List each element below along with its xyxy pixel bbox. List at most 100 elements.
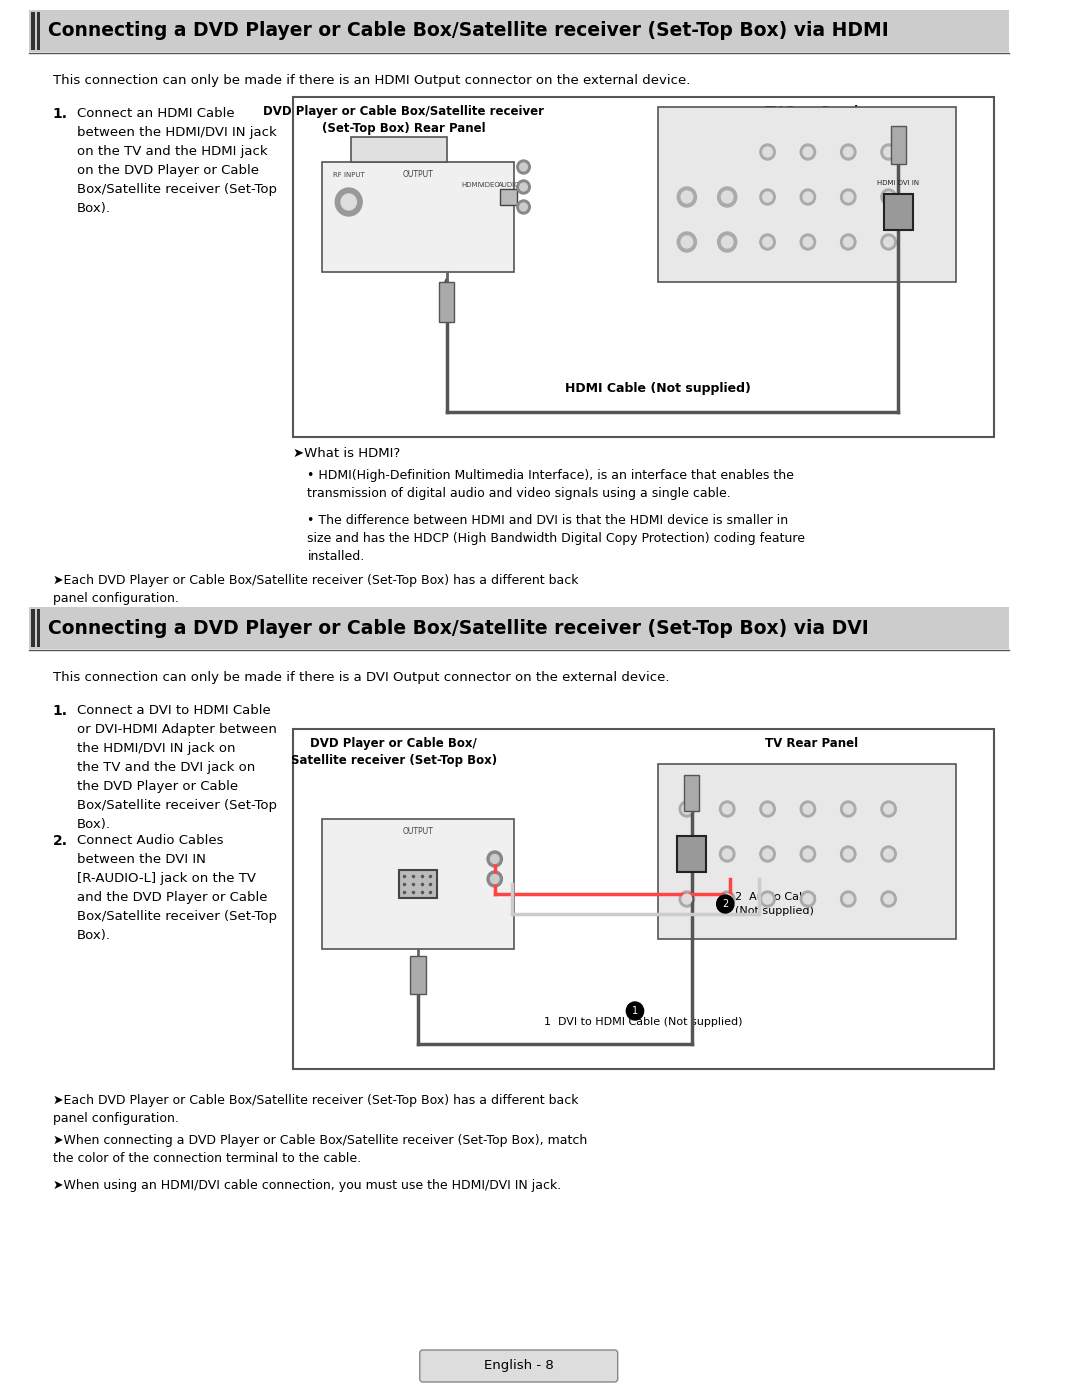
Circle shape xyxy=(843,894,853,904)
Circle shape xyxy=(762,894,772,904)
Bar xyxy=(37,13,40,50)
Bar xyxy=(883,194,913,231)
Circle shape xyxy=(760,144,775,161)
Bar xyxy=(29,608,1009,650)
Text: ➤Each DVD Player or Cable Box/Satellite receiver (Set-Top Box) has a different b: ➤Each DVD Player or Cable Box/Satellite … xyxy=(53,574,578,605)
Text: DVD Player or Cable Box/Satellite receiver
(Set-Top Box) Rear Panel: DVD Player or Cable Box/Satellite receiv… xyxy=(262,105,544,136)
Circle shape xyxy=(517,180,530,194)
Circle shape xyxy=(719,891,734,907)
Circle shape xyxy=(804,894,813,904)
Circle shape xyxy=(723,849,732,859)
Bar xyxy=(30,13,35,50)
Circle shape xyxy=(800,891,815,907)
Circle shape xyxy=(762,191,772,203)
Text: HDMI Cable (Not supplied): HDMI Cable (Not supplied) xyxy=(565,381,751,395)
Circle shape xyxy=(800,800,815,817)
Circle shape xyxy=(760,189,775,205)
Bar xyxy=(351,137,447,162)
Circle shape xyxy=(881,847,896,862)
Text: ➤When connecting a DVD Player or Cable Box/Satellite receiver (Set-Top Box), mat: ➤When connecting a DVD Player or Cable B… xyxy=(53,1134,588,1165)
Circle shape xyxy=(717,895,734,914)
Bar xyxy=(293,96,995,437)
Bar xyxy=(399,870,437,898)
Text: Connecting a DVD Player or Cable Box/Satellite receiver (Set-Top Box) via HDMI: Connecting a DVD Player or Cable Box/Sat… xyxy=(48,21,889,41)
Circle shape xyxy=(840,847,856,862)
Circle shape xyxy=(335,189,362,217)
Circle shape xyxy=(681,236,692,249)
Bar xyxy=(658,108,956,282)
Circle shape xyxy=(800,144,815,161)
Circle shape xyxy=(843,805,853,814)
Bar xyxy=(677,835,706,872)
Circle shape xyxy=(519,203,527,211)
Circle shape xyxy=(717,187,737,207)
Text: ➤Each DVD Player or Cable Box/Satellite receiver (Set-Top Box) has a different b: ➤Each DVD Player or Cable Box/Satellite … xyxy=(53,1094,578,1125)
Circle shape xyxy=(677,232,697,251)
Circle shape xyxy=(487,870,502,887)
Text: • The difference between HDMI and DVI is that the HDMI device is smaller in
size: • The difference between HDMI and DVI is… xyxy=(308,514,806,563)
Text: 1.: 1. xyxy=(53,108,68,122)
Text: 2.: 2. xyxy=(53,834,68,848)
Circle shape xyxy=(883,805,893,814)
Text: HDMI: HDMI xyxy=(461,182,480,189)
Bar xyxy=(322,162,514,272)
Bar xyxy=(322,819,514,949)
Circle shape xyxy=(487,851,502,868)
Circle shape xyxy=(881,235,896,250)
Text: This connection can only be made if there is an HDMI Output connector on the ext: This connection can only be made if ther… xyxy=(53,74,690,87)
Circle shape xyxy=(760,847,775,862)
Bar xyxy=(684,775,700,812)
Text: DVD Player or Cable Box/
Satellite receiver (Set-Top Box): DVD Player or Cable Box/ Satellite recei… xyxy=(291,738,497,767)
Circle shape xyxy=(804,191,813,203)
Text: Connect a DVI to HDMI Cable
or DVI-HDMI Adapter between
the HDMI/DVI IN jack on
: Connect a DVI to HDMI Cable or DVI-HDMI … xyxy=(77,704,276,831)
Text: TV Rear Panel: TV Rear Panel xyxy=(766,738,859,750)
Circle shape xyxy=(883,191,893,203)
Circle shape xyxy=(843,191,853,203)
Text: AUDIO: AUDIO xyxy=(498,182,521,189)
Text: Connect Audio Cables
between the DVI IN
[R-AUDIO-L] jack on the TV
and the DVD P: Connect Audio Cables between the DVI IN … xyxy=(77,834,276,942)
Text: 1.: 1. xyxy=(53,704,68,718)
Circle shape xyxy=(519,163,527,170)
Circle shape xyxy=(804,805,813,814)
Circle shape xyxy=(883,849,893,859)
Text: 1  DVI to HDMI Cable (Not supplied): 1 DVI to HDMI Cable (Not supplied) xyxy=(544,1017,743,1027)
Circle shape xyxy=(840,891,856,907)
Text: RF INPUT: RF INPUT xyxy=(333,172,365,177)
Bar xyxy=(658,764,956,939)
Text: 1: 1 xyxy=(632,1006,638,1016)
Circle shape xyxy=(723,894,732,904)
Circle shape xyxy=(762,805,772,814)
Circle shape xyxy=(723,805,732,814)
Circle shape xyxy=(341,194,356,210)
Circle shape xyxy=(840,235,856,250)
Circle shape xyxy=(883,894,893,904)
Text: ➤When using an HDMI/DVI cable connection, you must use the HDMI/DVI IN jack.: ➤When using an HDMI/DVI cable connection… xyxy=(53,1179,562,1192)
Circle shape xyxy=(517,200,530,214)
Bar xyxy=(500,189,517,205)
Circle shape xyxy=(683,894,691,904)
Circle shape xyxy=(517,161,530,175)
Circle shape xyxy=(721,191,733,203)
Bar xyxy=(29,10,1009,52)
Circle shape xyxy=(883,237,893,247)
Circle shape xyxy=(800,235,815,250)
Circle shape xyxy=(762,237,772,247)
Circle shape xyxy=(683,805,691,814)
Circle shape xyxy=(721,236,733,249)
Text: HDMI DVI IN: HDMI DVI IN xyxy=(877,180,919,186)
Circle shape xyxy=(760,800,775,817)
Text: TV Rear Panel: TV Rear Panel xyxy=(766,105,859,117)
Text: 2  Audio Cable
(Not supplied): 2 Audio Cable (Not supplied) xyxy=(734,893,815,915)
Circle shape xyxy=(881,144,896,161)
Circle shape xyxy=(800,847,815,862)
Bar xyxy=(891,126,906,163)
Text: OUTPUT: OUTPUT xyxy=(403,170,433,179)
Circle shape xyxy=(843,147,853,156)
Circle shape xyxy=(719,800,734,817)
Text: This connection can only be made if there is a DVI Output connector on the exter: This connection can only be made if ther… xyxy=(53,671,670,685)
Bar xyxy=(410,956,426,995)
Circle shape xyxy=(843,237,853,247)
Circle shape xyxy=(679,891,694,907)
Circle shape xyxy=(717,232,737,251)
Circle shape xyxy=(490,855,499,863)
